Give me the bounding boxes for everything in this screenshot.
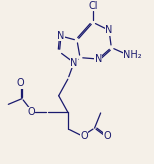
Text: Cl: Cl (88, 1, 98, 11)
Text: N: N (105, 25, 113, 35)
Text: O: O (103, 131, 111, 141)
Text: N: N (57, 31, 65, 41)
Text: O: O (27, 107, 35, 117)
Text: O: O (80, 131, 88, 141)
Text: O: O (16, 79, 24, 89)
Text: N: N (70, 58, 78, 68)
Text: N: N (95, 54, 102, 64)
Text: NH₂: NH₂ (123, 50, 142, 60)
